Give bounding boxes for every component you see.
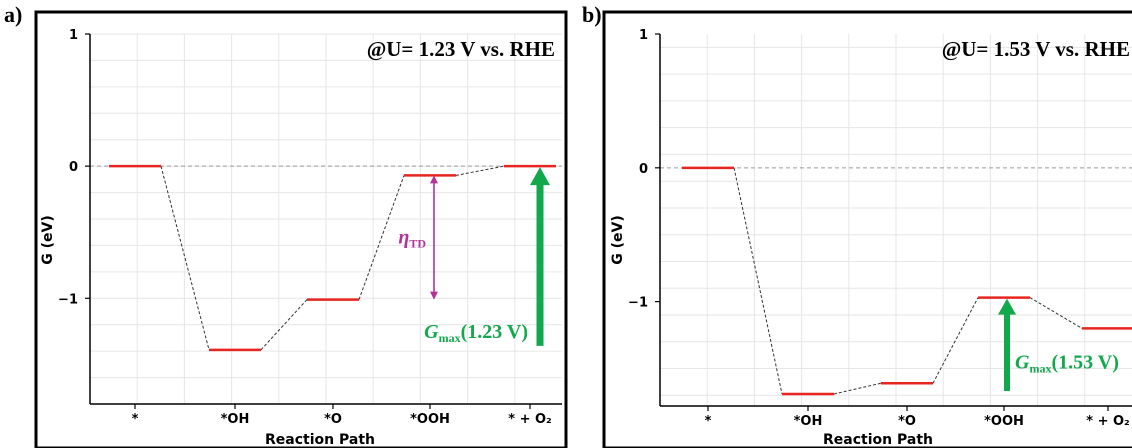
panel-b-connector [833,382,882,395]
panel-b-connector [1029,297,1083,329]
panel-a-connector [160,166,210,350]
panel-a-y-tick-label: 0 [69,160,78,175]
panel-b-gmax-arrow [998,298,1016,391]
panel-a-potential-label: @U= 1.23 V vs. RHE [367,37,555,61]
panel-b-connector [733,167,783,395]
panel-a-gmax-arrow [530,167,550,346]
panel-a: a) 1 0 −1 * *OH *O *OOH * + O₂ ηTD Gmax(1.23 V) @… [4,2,568,448]
panel-a-connector [358,175,405,300]
panel-a-x-tick-label: *OH [221,412,250,427]
panel-b-x-axis-label: Reaction Path [823,432,933,448]
panel-b-gmax-label: Gmax(1.53 V) [1015,352,1119,376]
panel-a-x-axis-label: Reaction Path [265,432,375,448]
panel-b-x-tick-label: *OOH [984,414,1024,429]
panel-b-y-tick-label: 0 [639,162,648,177]
panel-a-y-tick-label: 1 [69,28,78,43]
panel-a-x-tick-label: *OOH [410,412,450,427]
panel-a-x-tick-label: *O [324,412,342,427]
panel-b-frame [602,10,1132,448]
panel-a-frame [34,10,568,448]
panel-b-x-tick-label: *OH [794,414,823,429]
panel-b-plot-area: 1 0 −1 * *OH *O *OOH * + O₂ Gmax(1.53 V) [628,28,1132,429]
panel-a-gmax-label: Gmax(1.23 V) [424,321,528,345]
panel-b-x-tick-label: *O [898,414,916,429]
panel-b-x-tick-label: * + O₂ [1086,414,1130,429]
panel-a-y-tick-label: −1 [58,292,78,307]
panel-b-connector [932,297,979,384]
panel-a-label: a) [4,2,22,27]
panel-b-y-tick-label: −1 [628,296,648,311]
panel-a-connector [260,299,308,351]
panel-b-potential-label: @U= 1.53 V vs. RHE [942,37,1130,61]
panel-a-y-axis-label: G (eV) [40,215,56,265]
panel-a-connector [455,165,505,176]
panel-a-eta-label: ηTD [398,227,426,251]
panel-b: b) 1 0 −1 * *OH *O *OOH * + O₂ Gmax(1.53 V) @U= … [582,2,1132,448]
panel-b-y-axis-label: G (eV) [610,215,626,265]
panel-b-y-tick-label: 1 [639,28,648,43]
panel-b-label: b) [582,2,602,27]
panel-a-x-tick-label: * [132,412,139,427]
panel-a-plot-area: 1 0 −1 * *OH *O *OOH * + O₂ ηTD Gmax(1.23 V) [58,28,562,427]
panel-a-x-tick-label: * + O₂ [508,412,552,427]
panel-b-x-tick-label: * [705,414,712,429]
